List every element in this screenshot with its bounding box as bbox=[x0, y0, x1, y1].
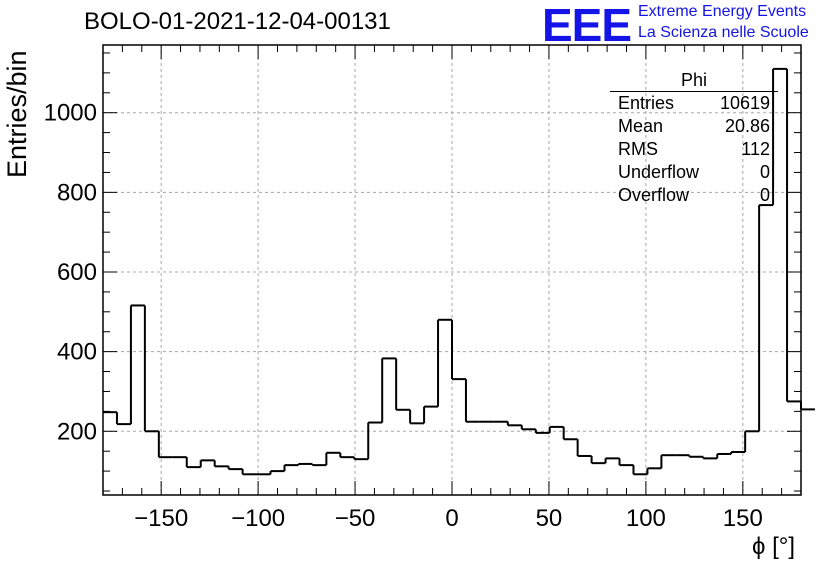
stats-divider bbox=[610, 91, 778, 92]
stats-value: 112 bbox=[741, 139, 770, 159]
histogram bbox=[103, 67, 815, 476]
stats-row: Mean 20.86 bbox=[610, 115, 778, 138]
x-tick-label: −50 bbox=[335, 505, 376, 532]
axes: −150 −100 −50 0 50 100 150 200 400 600 800 1000 bbox=[44, 44, 802, 532]
x-tick-label: −150 bbox=[134, 505, 188, 532]
logo-text-line2: La Scienza nelle Scuole bbox=[638, 24, 809, 41]
chart-title: BOLO-01-2021-12-04-00131 bbox=[84, 8, 391, 35]
stats-value: 0 bbox=[759, 162, 770, 182]
stats-label: RMS bbox=[618, 139, 658, 159]
y-tick-label: 200 bbox=[57, 418, 97, 445]
stats-label: Entries bbox=[618, 93, 675, 113]
grid bbox=[103, 45, 801, 495]
stats-row: Entries 10619 bbox=[610, 92, 778, 115]
x-tick-label: −100 bbox=[231, 505, 285, 532]
y-tick-label: 1000 bbox=[44, 100, 97, 127]
stats-row: RMS 112 bbox=[610, 138, 778, 161]
stats-box: Phi Entries 10619 Mean 20.86 RMS 112 Und… bbox=[610, 70, 778, 207]
stats-value: 20.86 bbox=[724, 116, 770, 136]
stats-label: Mean bbox=[618, 116, 664, 136]
stats-value: 0 bbox=[759, 185, 770, 205]
stats-row: Underflow 0 bbox=[610, 161, 778, 184]
x-tick-label: 150 bbox=[723, 505, 763, 532]
x-tick-label: 100 bbox=[626, 505, 666, 532]
y-tick-label: 800 bbox=[57, 179, 97, 206]
y-tick-label: 600 bbox=[57, 259, 97, 286]
logo-text-line1: Extreme Energy Events bbox=[638, 3, 807, 20]
eee-logo: EEE bbox=[542, 0, 632, 51]
y-tick-label: 400 bbox=[57, 339, 97, 366]
stats-value: 10619 bbox=[719, 93, 770, 113]
x-tick-label: 0 bbox=[445, 505, 458, 532]
x-axis-label: ϕ [°] bbox=[752, 533, 796, 560]
x-tick-label: 50 bbox=[536, 505, 563, 532]
stats-label: Overflow bbox=[618, 185, 690, 205]
stats-title: Phi bbox=[680, 70, 707, 90]
y-axis-label: Entries/bin bbox=[2, 50, 32, 178]
stats-label: Underflow bbox=[618, 162, 700, 182]
stats-row: Overflow 0 bbox=[610, 184, 778, 207]
